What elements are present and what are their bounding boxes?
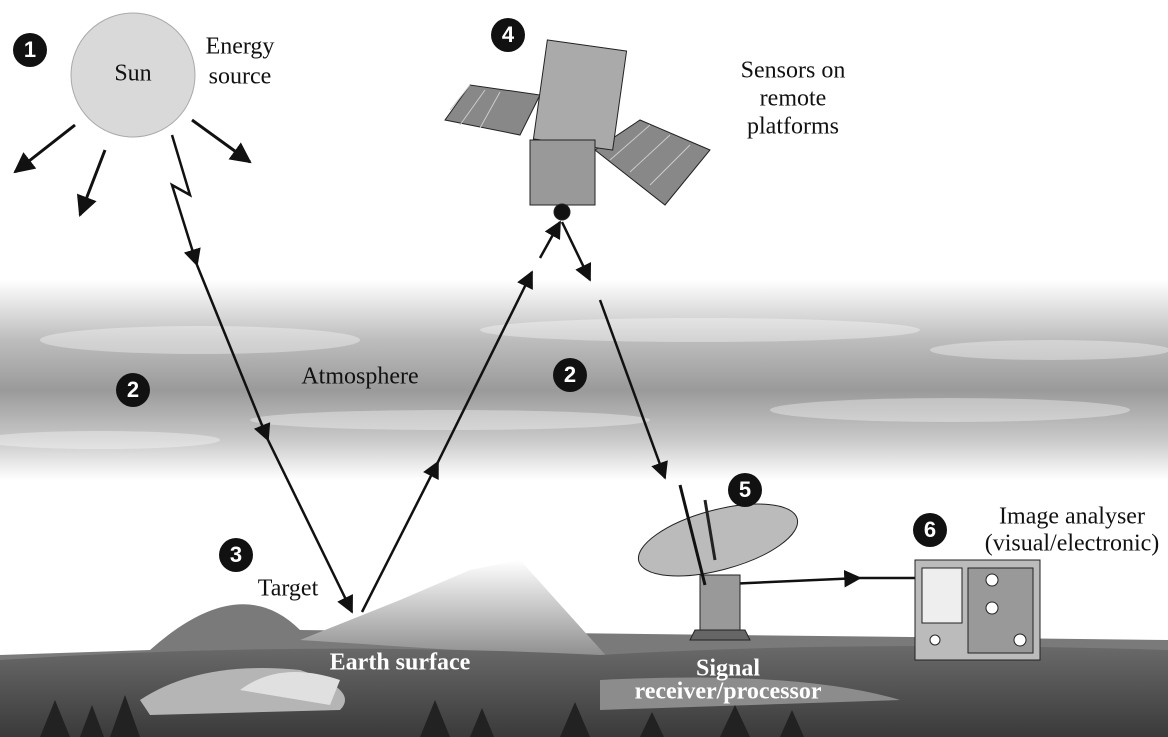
label: Energy — [206, 34, 275, 60]
step-badge — [728, 473, 762, 507]
step-number: 2 — [564, 362, 576, 387]
step-number: 4 — [502, 22, 515, 47]
step-badge — [913, 513, 947, 547]
energy-paths — [169, 134, 915, 614]
sun-rays — [13, 118, 252, 217]
label: Image analyser — [999, 504, 1145, 530]
image-analyser — [914, 559, 1041, 661]
label: (visual/electronic) — [985, 531, 1160, 557]
label: source — [209, 64, 272, 90]
step-number: 3 — [230, 542, 242, 567]
dish — [637, 499, 799, 641]
terrain — [0, 560, 1168, 737]
trees — [40, 695, 804, 737]
step-number: 2 — [127, 377, 139, 402]
satellite — [444, 39, 711, 221]
label: Target — [258, 576, 319, 602]
label: Earth surface — [330, 650, 471, 676]
signal-in — [678, 484, 707, 586]
step-badge — [116, 373, 150, 407]
step-number: 1 — [24, 37, 36, 62]
step-number: 6 — [924, 517, 936, 542]
label: Atmosphere — [301, 364, 418, 390]
clouds — [0, 318, 1168, 449]
step-badge — [13, 33, 47, 67]
step-badge — [491, 18, 525, 52]
sun — [70, 12, 196, 138]
step-badge — [219, 538, 253, 572]
step-badge — [553, 358, 587, 392]
label: Signal — [696, 656, 760, 682]
sun-label: Sun — [114, 61, 151, 87]
label: platforms — [747, 114, 839, 140]
step-number: 5 — [739, 477, 751, 502]
label: Sensors on — [741, 58, 846, 84]
label: remote — [760, 86, 827, 112]
label: receiver/processor — [634, 679, 821, 705]
